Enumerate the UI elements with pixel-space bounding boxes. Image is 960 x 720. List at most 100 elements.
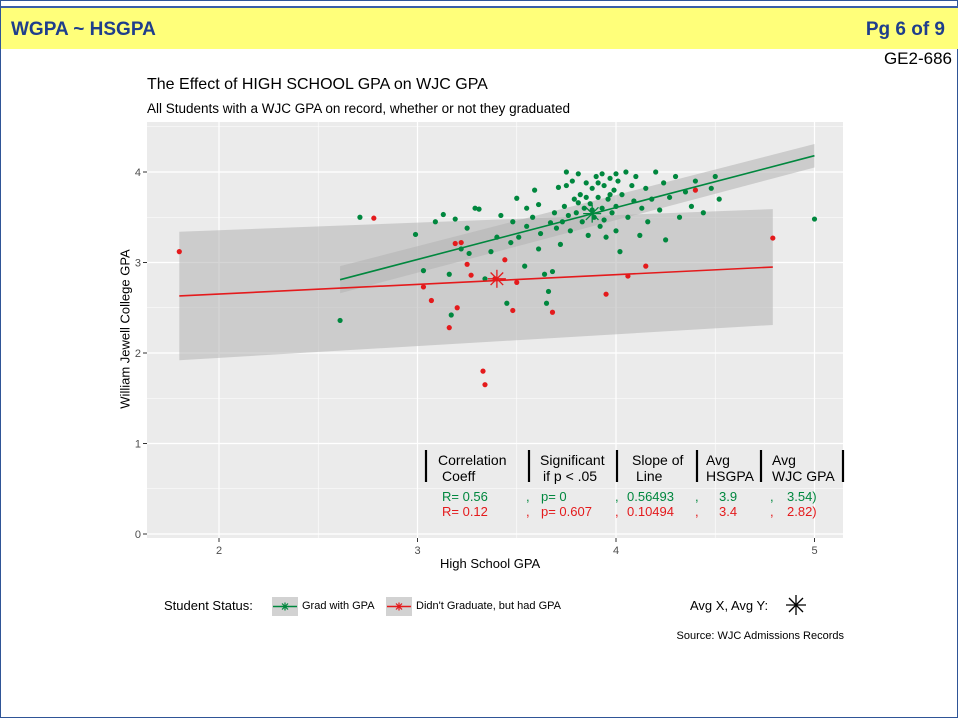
data-point-grad [663, 237, 669, 243]
data-point-not-grad [482, 382, 488, 388]
data-point-grad [563, 169, 569, 175]
data-point-grad [589, 185, 595, 191]
confidence-band-1 [179, 209, 773, 361]
stats-header-line2: if p < .05 [543, 468, 597, 484]
data-point-grad [585, 232, 591, 238]
data-point-grad [551, 210, 558, 216]
data-point-not-grad [770, 235, 776, 241]
slide-title: WGPA ~ HSGPA [11, 19, 156, 40]
data-point-not-grad [420, 284, 427, 290]
data-point-grad [619, 192, 625, 198]
data-point-grad [524, 223, 530, 229]
data-point-grad [530, 214, 536, 220]
stats-header-line1: Slope of [632, 452, 683, 468]
data-point-grad [553, 225, 560, 231]
data-point-grad [579, 219, 585, 225]
data-point-grad [514, 195, 520, 201]
x-tick-label: 3 [414, 545, 420, 557]
data-point-grad [488, 249, 494, 255]
stats-header-line1: Correlation [438, 452, 506, 468]
data-point-grad [672, 173, 679, 180]
data-point-grad [535, 246, 542, 252]
data-point-grad [653, 169, 659, 175]
data-point-grad [510, 219, 516, 225]
data-point-grad [692, 178, 699, 184]
data-point-grad [571, 196, 577, 202]
legend-label-not-grad: Didn't Graduate, but had GPA [416, 600, 561, 612]
data-point-grad [565, 212, 571, 219]
data-point-grad [661, 180, 667, 186]
data-point-grad [666, 194, 673, 200]
y-tick-label: 3 [135, 258, 141, 270]
stats-cell: p= 0 [541, 489, 567, 504]
data-point-grad [563, 182, 569, 189]
fit-line-1 [179, 266, 773, 297]
x-axis-label: High School GPA [440, 556, 541, 571]
y-tick-label: 4 [135, 167, 141, 179]
data-point-grad [607, 175, 613, 181]
data-point-grad [577, 192, 583, 198]
legend-key-grad [272, 597, 298, 616]
data-point-grad [535, 201, 542, 208]
data-point-grad [545, 288, 552, 295]
stats-header-line2: HSGPA [706, 468, 755, 484]
stats-header-line1: Avg [706, 452, 730, 468]
stats-cell: , [615, 489, 619, 504]
data-point-grad [537, 230, 544, 237]
data-point-grad [466, 250, 472, 257]
data-point-grad [613, 228, 619, 234]
data-point-grad [575, 200, 581, 206]
data-point-grad [712, 173, 718, 180]
data-point-grad [476, 206, 482, 212]
data-point-grad [432, 219, 438, 225]
data-point-grad [599, 205, 605, 211]
data-point-grad [516, 234, 522, 240]
stats-cell: , [695, 504, 699, 519]
data-point-grad [611, 187, 617, 193]
y-tick-label: 1 [135, 439, 141, 451]
stats-cell: , [526, 489, 530, 504]
data-point-not-grad [603, 291, 609, 297]
data-point-grad [440, 211, 446, 218]
stats-cell: , [695, 489, 699, 504]
data-point-grad [601, 217, 607, 223]
stats-cell: 0.56493 [627, 489, 674, 504]
data-point-grad [452, 216, 458, 222]
data-point-grad [682, 189, 689, 195]
data-point-grad [587, 201, 593, 207]
stats-cell: , [526, 504, 530, 519]
y-axis-label: William Jewell College GPA [117, 249, 133, 409]
data-point-grad [504, 300, 510, 306]
data-point-grad [595, 180, 601, 186]
y-tick-label: 0 [135, 529, 141, 541]
data-point-not-grad [458, 239, 464, 246]
data-point-grad [605, 196, 611, 202]
stats-cell: , [770, 489, 774, 504]
data-point-grad [615, 178, 621, 184]
data-point-grad [603, 234, 609, 240]
data-point-grad [472, 205, 478, 211]
data-point-not-grad [480, 368, 486, 374]
data-point-grad [613, 171, 619, 177]
data-point-grad [561, 203, 567, 209]
stats-cell: 2.82) [787, 504, 817, 519]
data-point-grad [643, 185, 649, 191]
data-point-grad [524, 205, 530, 211]
data-point-grad [593, 173, 599, 180]
stats-cell: 3.4 [719, 504, 737, 519]
data-point-not-grad [510, 307, 516, 314]
data-point-grad [543, 300, 550, 306]
data-point-grad [573, 210, 579, 216]
stats-header-line2: WJC GPA [772, 468, 835, 484]
data-point-grad [617, 249, 623, 255]
data-point-grad [464, 225, 470, 231]
stats-cell: R= 0.56 [442, 489, 488, 504]
data-point-not-grad [176, 249, 182, 255]
data-point-grad [607, 192, 613, 198]
data-point-grad [508, 239, 514, 246]
data-point-grad [688, 203, 695, 209]
x-tick-label: 4 [613, 545, 619, 557]
data-point-grad [541, 271, 548, 277]
data-point-grad [700, 210, 706, 216]
